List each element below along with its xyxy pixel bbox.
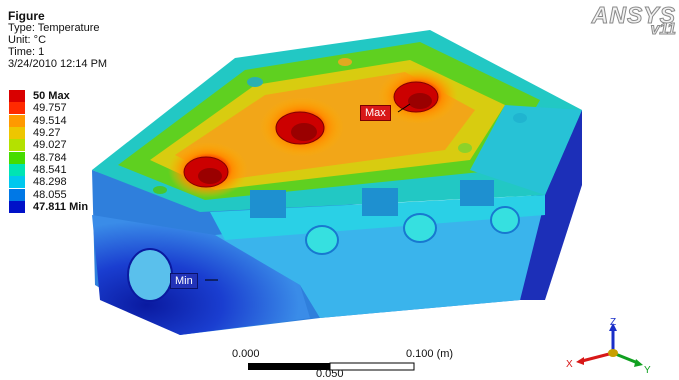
contour-legend: 50 Max 49.757 49.514 49.27 49.027 48.784… bbox=[9, 90, 88, 213]
legend-entry: 49.027 bbox=[9, 139, 88, 152]
side-port bbox=[305, 225, 339, 255]
legend-value: 49.027 bbox=[33, 139, 67, 152]
legend-entry: 47.811 Min bbox=[9, 200, 89, 213]
result-unit: Unit: °C bbox=[8, 34, 47, 46]
logo-brand: ANSYS bbox=[591, 2, 676, 29]
scale-end-label: 0.100 (m) bbox=[406, 348, 454, 360]
legend-value: 49.514 bbox=[33, 114, 67, 127]
max-probe-label: Max bbox=[360, 105, 391, 121]
legend-value: 49.757 bbox=[33, 102, 67, 115]
deck-hole bbox=[247, 77, 263, 87]
scale-mid-label: 0.050 bbox=[316, 368, 344, 380]
legend-entry: 48.298 bbox=[9, 176, 88, 189]
legend-entry: 49.514 bbox=[9, 114, 88, 127]
deck-hole bbox=[338, 58, 352, 66]
side-port bbox=[490, 206, 520, 234]
legend-entry: 48.055 bbox=[9, 188, 88, 201]
side-pocket bbox=[250, 190, 286, 218]
result-type: Type: Temperature bbox=[8, 22, 100, 34]
legend-entry: 48.541 bbox=[9, 163, 88, 176]
legend-swatch bbox=[9, 102, 25, 115]
max-probe-leader bbox=[397, 103, 411, 113]
axis-triad[interactable]: Z Y X bbox=[560, 315, 660, 375]
legend-swatch bbox=[9, 139, 25, 152]
legend-swatch bbox=[9, 176, 25, 189]
legend-swatch bbox=[9, 163, 25, 176]
legend-value: 48.298 bbox=[33, 176, 67, 189]
valve-bore-1 bbox=[198, 168, 222, 184]
legend-swatch bbox=[9, 200, 25, 213]
legend-entry: 50 Max bbox=[9, 90, 88, 103]
side-pocket bbox=[362, 188, 398, 216]
result-time: Time: 1 bbox=[8, 46, 45, 58]
side-port bbox=[127, 248, 173, 302]
legend-value: 48.055 bbox=[33, 188, 67, 201]
z-axis-arrow bbox=[609, 323, 617, 331]
front-side-dark bbox=[92, 215, 310, 335]
legend-value: 50 Max bbox=[33, 90, 70, 103]
deck-hole bbox=[458, 143, 472, 153]
y-axis-label: Y bbox=[644, 365, 651, 375]
side-port bbox=[403, 213, 437, 243]
triad-origin bbox=[608, 349, 618, 357]
figure-title: Figure bbox=[8, 9, 45, 23]
result-info-block: Figure Type: Temperature Unit: °C Time: … bbox=[8, 10, 107, 70]
scale-start-label: 0.000 bbox=[232, 348, 260, 360]
legend-swatch bbox=[9, 151, 25, 164]
legend-swatch bbox=[9, 188, 25, 201]
legend-value: 48.784 bbox=[33, 151, 67, 164]
legend-entry: 49.27 bbox=[9, 127, 88, 140]
mid-band bbox=[210, 195, 545, 240]
legend-value: 47.811 Min bbox=[33, 200, 89, 213]
x-axis-arrow bbox=[576, 357, 584, 365]
x-axis bbox=[581, 351, 614, 363]
z-axis-label: Z bbox=[610, 317, 616, 328]
y-axis-arrow bbox=[634, 359, 643, 367]
side-pocket bbox=[460, 180, 494, 206]
legend-swatch bbox=[9, 127, 25, 140]
min-probe-label: Min bbox=[170, 273, 198, 289]
valve-bore-2 bbox=[291, 123, 317, 141]
legend-swatch bbox=[9, 90, 25, 103]
result-date: 3/24/2010 12:14 PM bbox=[8, 58, 108, 70]
deck-hole bbox=[513, 113, 527, 123]
legend-entry: 48.784 bbox=[9, 151, 88, 164]
legend-value: 49.27 bbox=[33, 127, 61, 140]
legend-entry: 49.757 bbox=[9, 102, 88, 115]
legend-swatch bbox=[9, 114, 25, 127]
legend-value: 48.541 bbox=[33, 163, 67, 176]
ansys-logo: ANSYS v11 bbox=[566, 2, 678, 40]
deck-hole bbox=[153, 186, 167, 194]
valve-bore-3 bbox=[408, 93, 432, 109]
logo-version: v11 bbox=[650, 21, 676, 39]
top-right-edge bbox=[470, 105, 582, 195]
x-axis-label: X bbox=[566, 359, 573, 370]
